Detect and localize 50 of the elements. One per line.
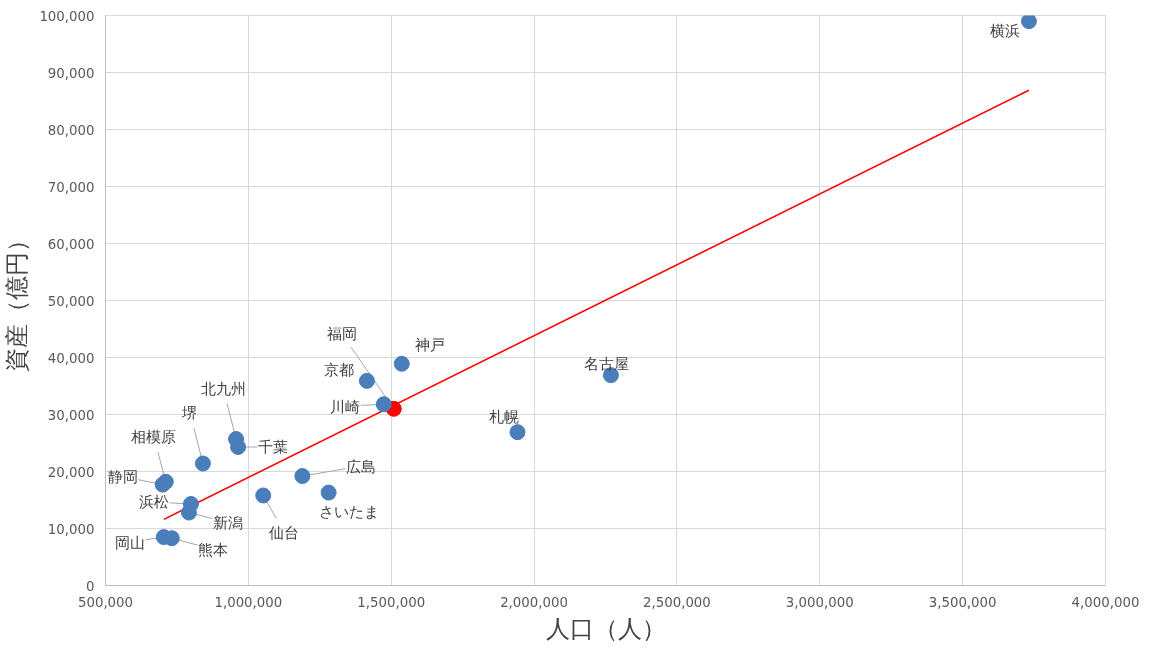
point xyxy=(255,487,272,504)
y-tick-label: 70,000 xyxy=(47,179,95,195)
annotation: 京都 xyxy=(323,361,354,379)
annotation: 新潟 xyxy=(212,514,243,532)
y-tick-label: 50,000 xyxy=(47,293,95,309)
x-tick-label: 3,000,000 xyxy=(785,594,854,610)
point xyxy=(294,468,311,485)
annotation: さいたま xyxy=(318,503,379,521)
x-tick-label: 3,500,000 xyxy=(928,594,997,610)
x-tick-label: 4,000,000 xyxy=(1071,594,1140,610)
x-axis-title: 人口（人） xyxy=(545,614,666,643)
point xyxy=(375,396,392,413)
annotation: 熊本 xyxy=(197,540,228,558)
annotation: 仙台 xyxy=(269,523,300,541)
y-axis-title: 資産（億円） xyxy=(3,228,32,373)
annotation: 神戸 xyxy=(414,336,445,354)
annotation: 静岡 xyxy=(107,468,138,486)
y-tick-label: 30,000 xyxy=(47,407,95,423)
annotation: 札幌 xyxy=(488,407,519,425)
annotation: 岡山 xyxy=(114,533,145,551)
annotation: 浜松 xyxy=(138,493,169,511)
annotation: 北九州 xyxy=(200,379,246,397)
annotation: 川崎 xyxy=(329,397,360,415)
y-tick-label: 40,000 xyxy=(47,350,95,366)
point xyxy=(509,424,526,441)
point xyxy=(230,439,247,455)
y-tick-label: 10,000 xyxy=(47,521,95,537)
annotation: 広島 xyxy=(346,457,377,475)
point xyxy=(194,455,211,472)
annotation: 福岡 xyxy=(326,325,357,343)
annotation: 相模原 xyxy=(131,428,177,446)
x-tick-label: 2,000,000 xyxy=(500,594,568,610)
annotation: 横浜 xyxy=(989,21,1020,39)
x-tick-label: 2,500,000 xyxy=(643,594,711,610)
annotation: 名古屋 xyxy=(584,354,630,372)
y-tick-label: 60,000 xyxy=(47,236,95,252)
point xyxy=(358,372,375,389)
y-tick-label: 0 xyxy=(86,578,95,594)
point xyxy=(393,355,410,372)
y-tick-label: 80,000 xyxy=(47,122,95,138)
y-tick-label: 20,000 xyxy=(47,464,95,480)
x-tick-label: 1,000,000 xyxy=(214,594,283,610)
y-tick-label: 90,000 xyxy=(47,65,95,81)
point xyxy=(1020,15,1037,30)
point xyxy=(320,484,337,501)
y-tick-label: 100,000 xyxy=(39,8,95,24)
annotation: 堺 xyxy=(181,404,198,422)
annotation: 千葉 xyxy=(258,438,289,456)
x-tick-label: 1,500,000 xyxy=(357,594,426,610)
x-tick-label: 500,000 xyxy=(77,594,134,610)
